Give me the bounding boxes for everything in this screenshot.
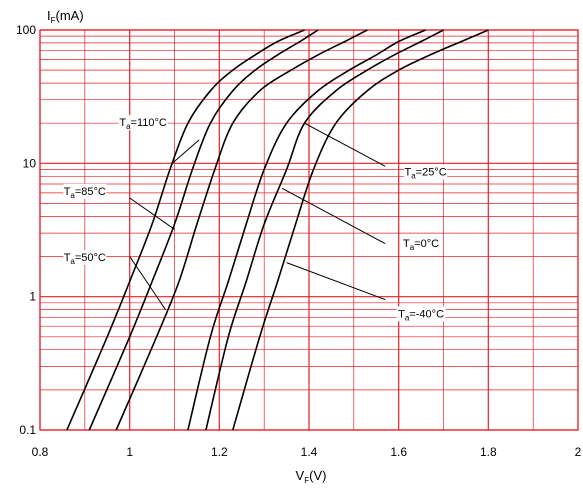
leader-line — [286, 262, 386, 301]
series-label: Ta=25°C — [404, 167, 446, 181]
series-label-bg — [402, 236, 440, 252]
grid — [39, 29, 579, 431]
series-label-bg — [63, 183, 107, 199]
y-tick-label: 100 — [16, 23, 36, 37]
leader-line — [171, 139, 200, 164]
series-label: Ta=50°C — [64, 252, 106, 266]
annotation-labels: Ta=110°C Ta=85°C Ta=50°C Ta=25°C Ta=0°C Ta=-4… — [63, 115, 448, 322]
leader-line — [304, 122, 386, 167]
series-line — [66, 29, 305, 431]
series-label: Ta=110°C — [119, 117, 167, 131]
x-tick-label: 1.4 — [301, 445, 318, 459]
x-axis-title: VF(V) — [296, 468, 327, 485]
series-line — [187, 29, 426, 431]
leader-line — [129, 197, 175, 230]
tick-labels: 0.8 1 1.2 1.4 1.6 1.8 2 0.1 1 10 100 — [16, 23, 582, 459]
y-axis-title: IF(mA) — [47, 8, 84, 25]
x-tick-label: 1.8 — [480, 445, 497, 459]
series-line — [232, 29, 489, 431]
y-tick-label: 10 — [23, 156, 37, 170]
series-curves — [66, 29, 489, 431]
annotation-leaders — [129, 122, 386, 310]
x-tick-label: 0.8 — [32, 445, 49, 459]
y-tick-label: 0.1 — [19, 423, 36, 437]
leader-line — [281, 187, 386, 245]
series-label: Ta=85°C — [64, 186, 106, 200]
x-tick-label: 1.2 — [211, 445, 228, 459]
y-tick-label: 1 — [29, 290, 36, 304]
x-tick-label: 1 — [126, 445, 133, 459]
x-tick-label: 1.6 — [390, 445, 407, 459]
series-line — [115, 29, 368, 431]
series-label: Ta=0°C — [403, 238, 439, 252]
series-line — [205, 29, 444, 431]
series-label-bg — [404, 164, 448, 180]
series-label: Ta=-40°C — [398, 308, 444, 322]
series-line — [88, 29, 319, 431]
series-label-bg — [396, 306, 446, 322]
series-label-bg — [118, 115, 168, 131]
x-tick-label: 2 — [575, 445, 582, 459]
plot-frame — [39, 29, 579, 431]
series-label-bg — [63, 250, 107, 265]
leader-line — [129, 256, 166, 310]
